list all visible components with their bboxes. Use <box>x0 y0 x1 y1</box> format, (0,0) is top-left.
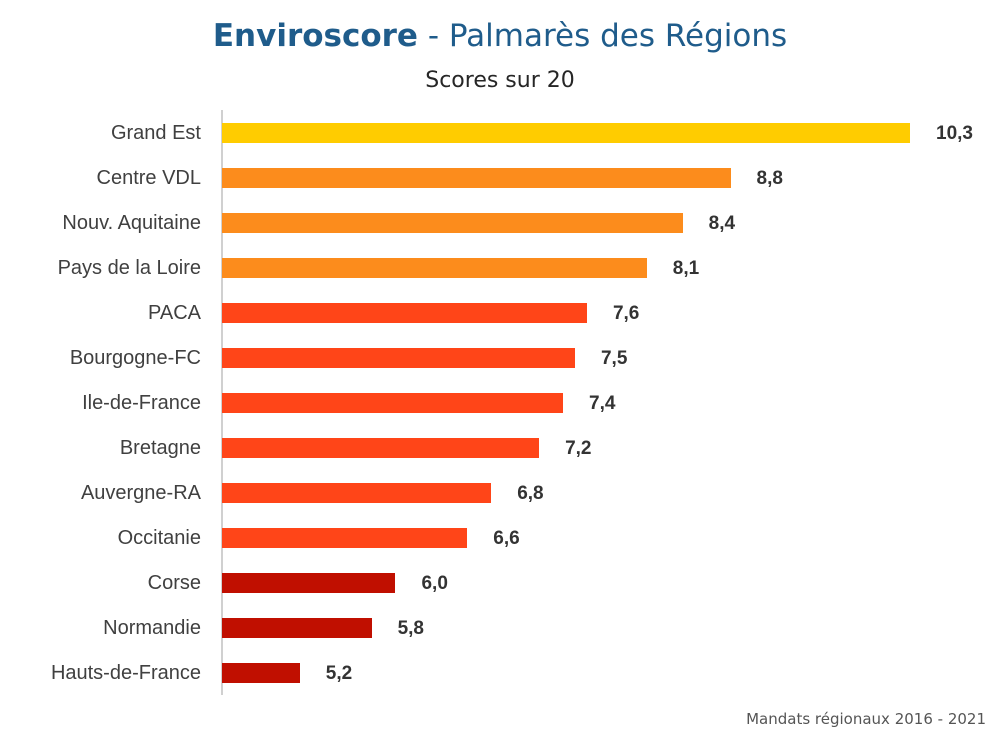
chart-subtitle: Scores sur 20 <box>425 68 575 93</box>
bar <box>222 123 910 143</box>
data-label: 8,1 <box>672 258 700 279</box>
category-label: Auvergne-RA <box>80 482 201 504</box>
bar <box>222 303 587 323</box>
category-label: Pays de la Loire <box>57 257 201 279</box>
category-label: Hauts-de-France <box>50 662 201 684</box>
category-label: Occitanie <box>117 527 201 549</box>
bar <box>222 168 731 188</box>
data-label: 10,3 <box>936 123 973 144</box>
bar <box>222 258 647 278</box>
data-label: 8,4 <box>708 213 736 234</box>
bar <box>222 483 492 503</box>
bar <box>222 393 563 413</box>
data-label: 6,0 <box>421 573 448 594</box>
data-label: 5,8 <box>397 618 424 639</box>
data-label: 7,4 <box>589 393 616 414</box>
data-label: 5,2 <box>325 663 353 684</box>
bar <box>222 438 540 458</box>
data-label: 7,5 <box>600 348 628 369</box>
bar <box>222 528 468 548</box>
footnote: Mandats régionaux 2016 - 2021 <box>746 710 986 728</box>
category-label: Ile-de-France <box>82 392 201 414</box>
category-label: Centre VDL <box>96 167 202 189</box>
category-label: PACA <box>148 302 201 324</box>
data-label: 7,2 <box>565 438 592 459</box>
chart-title-bold: Enviroscore <box>212 18 418 54</box>
chart-title: Enviroscore - Palmarès des Régions <box>0 18 1000 54</box>
category-label: Nouv. Aquitaine <box>62 212 201 234</box>
chart-title-rest: - Palmarès des Régions <box>417 18 788 54</box>
bar <box>222 663 300 683</box>
bar <box>222 573 396 593</box>
data-label: 7,6 <box>612 303 640 324</box>
bar <box>222 213 683 233</box>
data-label: 6,8 <box>517 483 544 504</box>
category-label: Normandie <box>103 617 201 639</box>
category-label: Grand Est <box>110 122 201 144</box>
category-label: Bourgogne-FC <box>69 347 201 369</box>
data-label: 6,6 <box>493 528 520 549</box>
category-label: Bretagne <box>119 437 201 459</box>
category-label: Corse <box>147 572 201 594</box>
data-label: 8,8 <box>756 168 783 189</box>
bar <box>222 618 372 638</box>
bar <box>222 348 575 368</box>
